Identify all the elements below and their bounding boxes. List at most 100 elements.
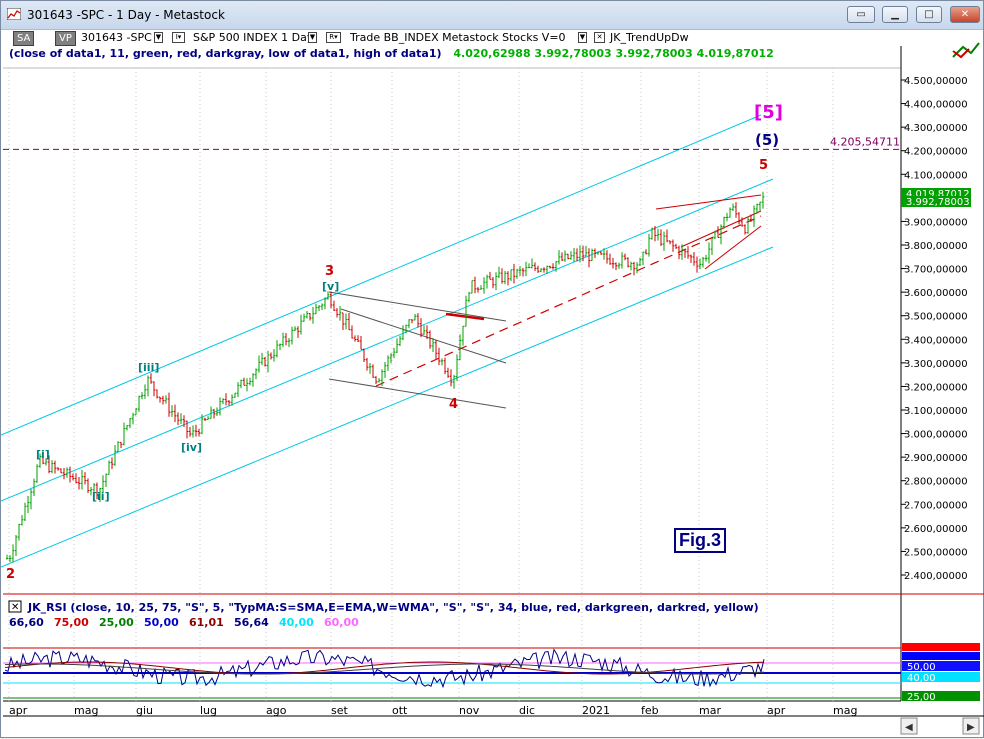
price-tick-label: 3.300,00000: [904, 359, 968, 370]
window-title: 301643 -SPC - 1 Day - Metastock: [27, 8, 225, 22]
rsi-header: JK_RSI (close, 10, 25, 75, "S", 5, "TypM…: [27, 601, 759, 614]
trendline: [445, 312, 485, 321]
params-text: (close of data1, 11, green, red, darkgra…: [9, 47, 442, 60]
minimize-button[interactable]: ▁: [882, 6, 908, 23]
price-tick-label: 4.400,00000: [904, 100, 968, 111]
price-tick-label: 4.300,00000: [904, 123, 968, 134]
indicator-params: (close of data1, 11, green, red, darkgra…: [9, 47, 774, 60]
price-tick-label: 4.100,00000: [904, 170, 968, 181]
vp-tag[interactable]: VP: [55, 31, 76, 46]
date-tick-label: nov: [459, 704, 480, 717]
trendline: [375, 215, 762, 387]
wave-4-label: 4: [449, 397, 458, 412]
wave-3-label: 3: [325, 264, 334, 279]
trade-dropdown-icon[interactable]: ▼: [578, 32, 587, 43]
rsi-close-icon[interactable]: [8, 600, 22, 613]
trendline: [340, 308, 507, 364]
price-tick-label: 2.400,00000: [904, 571, 968, 582]
price-tick-label: 4.500,00000: [904, 76, 968, 87]
last-price-label-hidden: 4.019,87012: [906, 189, 970, 200]
scroll-right-button[interactable]: ▶: [962, 717, 980, 735]
rsi-value: 56,64: [234, 616, 269, 629]
title-bar[interactable]: 301643 -SPC - 1 Day - Metastock ▭ ▁ □ ✕: [1, 1, 983, 30]
date-tick-label: 2021: [582, 704, 610, 717]
vertical-gridlines: [8, 68, 834, 701]
price-tick-label: 2.600,00000: [904, 524, 968, 535]
wave-bracket5-label: [5]: [754, 102, 783, 123]
trendline: [655, 194, 762, 210]
trendline: [1, 114, 762, 436]
trendline: [328, 291, 507, 322]
price-tick-label: 3.100,00000: [904, 406, 968, 417]
trendline: [1, 178, 774, 502]
wave-5-label: 5: [759, 158, 768, 173]
interval-i-icon[interactable]: I▾: [172, 32, 185, 43]
price-tick-label: 2.800,00000: [904, 477, 968, 488]
trade-label: Trade BB_INDEX Metastock Stocks V=0: [350, 31, 566, 44]
last-price-label: 3.992,78003: [906, 197, 970, 208]
rsi-value: 66,60: [9, 616, 44, 629]
svg-text:◀: ◀: [905, 722, 913, 733]
price-tick-label: 3.900,00000: [904, 217, 968, 228]
symbol-label: 301643 -SPC: [81, 31, 152, 44]
maximize-button[interactable]: □: [916, 6, 942, 23]
date-tick-label: ago: [266, 704, 287, 717]
trendline: [704, 225, 762, 270]
rsi-panel: [3, 647, 901, 699]
rsi-line: [4, 648, 765, 689]
interval-r-icon[interactable]: R▾: [326, 32, 341, 43]
close-button[interactable]: ✕: [950, 6, 980, 23]
instrument-dropdown-icon[interactable]: ▼: [308, 32, 317, 43]
rsi-badge-50: [902, 661, 980, 671]
rsi-badge-25: [902, 691, 980, 701]
rsi-value: 60,00: [324, 616, 359, 629]
rsi-badge-40: [902, 672, 980, 682]
date-tick-label: mag: [74, 704, 98, 717]
price-tick-label: 4.200,00000: [904, 147, 968, 158]
date-tick-label: dic: [519, 704, 535, 717]
restore-chart-icon[interactable]: ▭: [847, 6, 875, 23]
price-tick-label: 3.400,00000: [904, 335, 968, 346]
svg-text:▶: ▶: [967, 722, 975, 733]
rsi-value: 25,00: [99, 616, 134, 629]
rsi-badge-40-text: 40,00: [907, 673, 936, 684]
date-tick-label: apr: [767, 704, 786, 717]
wave-2-label: 2: [6, 567, 15, 582]
scroll-left-button[interactable]: ◀: [900, 717, 918, 735]
indicator-name: JK_TrendUpDw: [610, 31, 689, 44]
date-tick-label: giu: [136, 704, 153, 717]
rsi-value: 50,00: [144, 616, 179, 629]
sa-tag[interactable]: SA: [13, 31, 35, 46]
last-price-badge-hidden: [901, 188, 971, 199]
price-bars: [6, 191, 765, 563]
date-tick-label: set: [331, 704, 348, 717]
rsi-signal-line: [4, 663, 765, 675]
chart-tools-icon[interactable]: [952, 42, 980, 59]
rsi-value: 75,00: [54, 616, 89, 629]
date-tick-label: ott: [392, 704, 408, 717]
date-tick-label: mar: [699, 704, 721, 717]
price-tick-label: 3.200,00000: [904, 382, 968, 393]
fig-label: Fig.3: [674, 528, 727, 553]
wave-paren5-label: (5): [755, 131, 779, 149]
trend-channel: [1, 114, 774, 568]
rsi-close-glyph: ✕: [11, 602, 19, 613]
symbol-dropdown-icon[interactable]: ▼: [154, 32, 163, 43]
app-icon: [7, 8, 21, 20]
params-values: 4.020,62988 3.992,78003 3.992,78003 4.01…: [453, 47, 774, 60]
wave-ii-label: [ii]: [92, 490, 110, 503]
price-tick-label: 3.700,00000: [904, 265, 968, 276]
rsi-value: 40,00: [279, 616, 314, 629]
trendline: [328, 378, 507, 409]
rsi-badge-25-text: 25,00: [907, 692, 936, 703]
price-axis: 4.500,00000 4.400,00000 4.300,00000 4.200,0…: [901, 76, 968, 582]
price-tick-label: 3.600,00000: [904, 288, 968, 299]
indicator-x-icon[interactable]: ✕: [594, 32, 605, 43]
date-tick-label: apr: [9, 704, 28, 717]
date-tick-label: mag: [833, 704, 857, 717]
last-price-badge: [901, 196, 971, 207]
trendline: [1, 246, 774, 568]
price-tick-label: 2.900,00000: [904, 453, 968, 464]
